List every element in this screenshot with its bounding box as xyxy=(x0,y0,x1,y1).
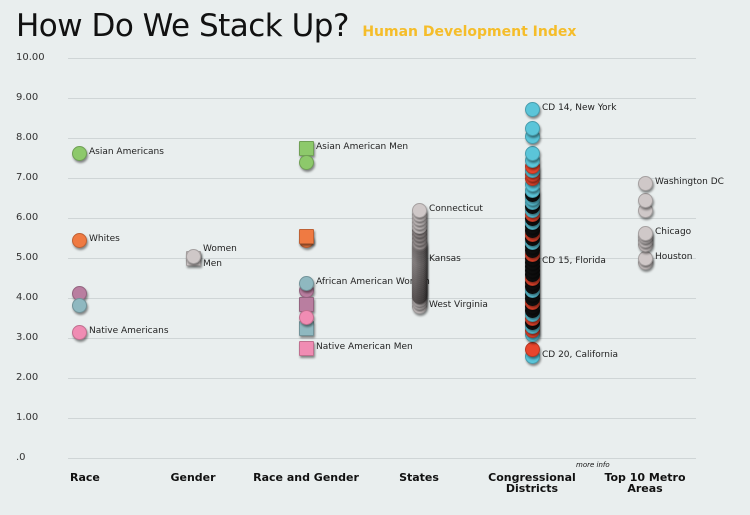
point-label: Washington DC xyxy=(655,177,724,188)
page-title: How Do We Stack Up? Human Development In… xyxy=(16,8,576,44)
circle-data-point[interactable] xyxy=(72,297,87,313)
x-category-label[interactable]: Gender xyxy=(170,471,216,484)
gridline xyxy=(68,98,696,99)
point-label: Whites xyxy=(89,234,120,244)
circle-data-point[interactable] xyxy=(638,226,653,242)
point-label: Native American Men xyxy=(316,342,413,352)
y-tick-label: .0 xyxy=(16,452,26,463)
square-data-point[interactable] xyxy=(299,229,314,244)
circle-data-point[interactable] xyxy=(186,249,201,264)
square-data-point[interactable] xyxy=(299,341,314,356)
y-tick-label: 2.00 xyxy=(16,372,39,383)
y-tick-label: 4.00 xyxy=(16,292,39,303)
point-label: West Virginia xyxy=(429,300,488,310)
circle-data-point[interactable] xyxy=(638,176,653,192)
circle-data-point[interactable] xyxy=(299,310,314,326)
point-label: Kansas xyxy=(429,254,461,264)
circle-data-point[interactable] xyxy=(525,342,540,358)
y-tick-label: 10.00 xyxy=(16,52,45,63)
point-label: CD 14, New York xyxy=(542,103,617,114)
circle-data-point[interactable] xyxy=(525,102,540,118)
circle-data-point[interactable] xyxy=(525,146,540,162)
title-text: How Do We Stack Up? xyxy=(16,8,349,44)
gridline xyxy=(68,378,696,379)
gridline xyxy=(68,138,696,139)
circle-data-point[interactable] xyxy=(638,193,653,208)
y-tick-label: 1.00 xyxy=(16,412,39,423)
gridline xyxy=(68,218,696,219)
gridline xyxy=(68,338,696,339)
gridline xyxy=(68,458,696,459)
point-label: Asian Americans xyxy=(89,146,164,157)
point-label: Houston xyxy=(655,252,693,262)
y-tick-label: 6.00 xyxy=(16,212,39,223)
x-category-label[interactable]: Race and Gender xyxy=(253,471,359,484)
circle-data-point[interactable] xyxy=(299,276,314,292)
circle-data-point[interactable] xyxy=(412,203,427,218)
point-label: CD 15, Florida xyxy=(542,256,606,266)
y-tick-label: 5.00 xyxy=(16,252,39,263)
square-data-point[interactable] xyxy=(299,141,314,156)
circle-data-point[interactable] xyxy=(525,121,540,136)
x-category-label[interactable]: States xyxy=(399,471,439,484)
circle-data-point[interactable] xyxy=(72,145,87,161)
point-label: Native Americans xyxy=(89,326,169,336)
point-label: Connecticut xyxy=(429,204,483,214)
gridline xyxy=(68,298,696,299)
circle-data-point[interactable] xyxy=(299,155,314,170)
x-category-label[interactable]: Top 10 Metro Areas xyxy=(604,471,686,495)
y-tick-label: 8.00 xyxy=(16,132,39,143)
point-label: Men xyxy=(203,259,223,269)
gridline xyxy=(68,178,696,179)
point-label: African American Women xyxy=(316,277,430,288)
circle-data-point[interactable] xyxy=(72,233,87,248)
x-category-label[interactable]: Congressional Districts xyxy=(488,471,576,495)
point-label: CD 20, California xyxy=(542,350,618,360)
y-tick-label: 9.00 xyxy=(16,92,39,103)
point-label: Chicago xyxy=(655,227,692,238)
gridline xyxy=(68,258,696,259)
x-category-label[interactable]: Race xyxy=(70,471,100,484)
gridline xyxy=(68,418,696,419)
circle-data-point[interactable] xyxy=(72,325,87,340)
y-tick-label: 3.00 xyxy=(16,332,39,343)
circle-data-point[interactable] xyxy=(638,251,653,266)
point-label: Asian American Men xyxy=(316,142,409,152)
point-label: Women xyxy=(203,244,237,254)
y-tick-label: 7.00 xyxy=(16,172,39,183)
gridline xyxy=(68,58,696,59)
more-info-link[interactable]: more info xyxy=(576,461,610,469)
chart-subtitle: Human Development Index xyxy=(362,24,577,40)
